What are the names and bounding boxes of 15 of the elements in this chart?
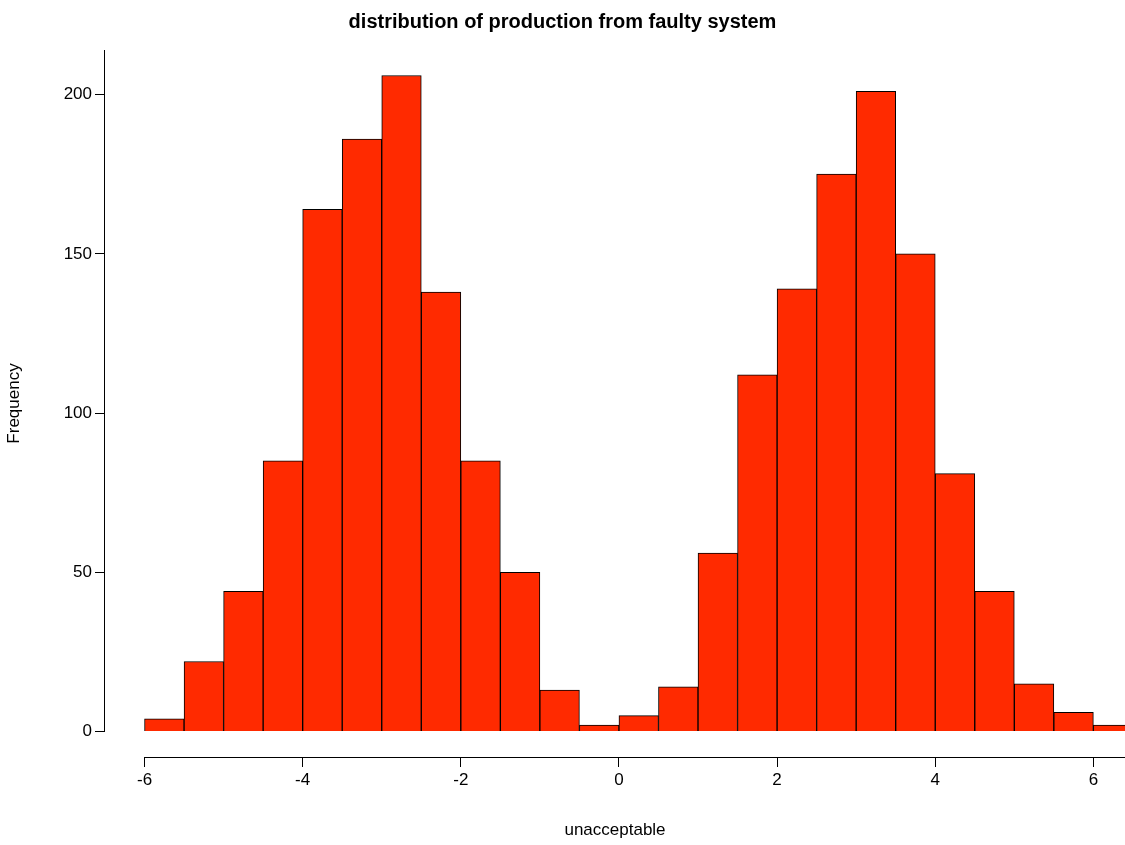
x-tick-label: 4 <box>930 769 940 789</box>
y-axis-title: Frequency <box>3 362 23 444</box>
x-tick-label: 6 <box>1088 769 1099 789</box>
x-tick-label: -4 <box>295 769 311 789</box>
y-tick-label: 0 <box>82 721 92 741</box>
y-tick-label: 200 <box>63 84 92 104</box>
x-tick-label: 0 <box>614 769 624 789</box>
y-tick-label: 50 <box>73 561 92 581</box>
chart-title: distribution of production from faulty system <box>348 9 777 32</box>
x-tick-label: -6 <box>136 769 153 789</box>
x-tick-label: -2 <box>453 769 469 789</box>
y-tick-label: 100 <box>63 402 92 422</box>
x-tick-label: 2 <box>772 769 782 789</box>
x-axis-title: unacceptable <box>564 820 666 840</box>
y-tick-label: 150 <box>63 243 92 263</box>
